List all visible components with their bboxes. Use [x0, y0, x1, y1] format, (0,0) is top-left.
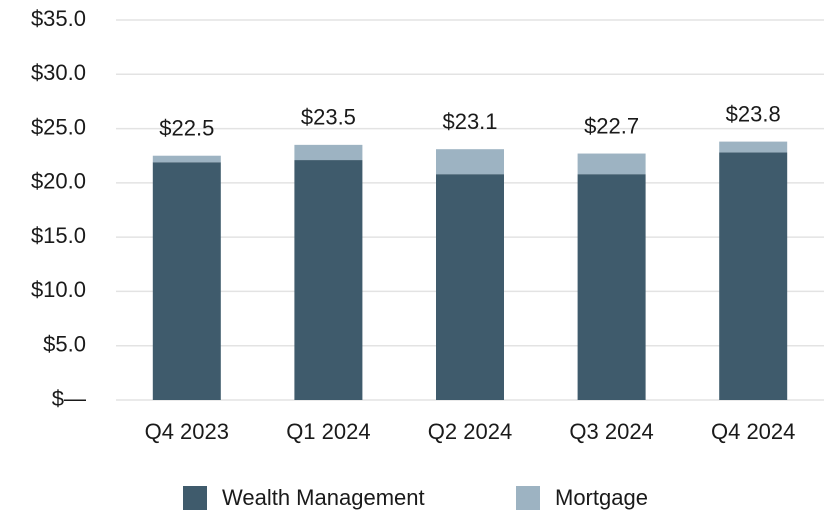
bar-segment — [719, 141, 788, 153]
legend-swatch — [183, 486, 207, 510]
legend-swatch — [516, 486, 540, 510]
bar-segment — [152, 162, 221, 400]
bar-segment — [294, 144, 363, 161]
y-tick-label: $5.0 — [43, 332, 86, 357]
x-tick-label: Q2 2024 — [428, 419, 512, 444]
y-tick-label: $20.0 — [31, 169, 86, 194]
total-label: $22.5 — [159, 116, 214, 141]
bar-segment — [436, 174, 504, 400]
x-tick-label: Q1 2024 — [286, 419, 370, 444]
y-tick-label: $35.0 — [31, 6, 86, 31]
x-tick-label: Q4 2024 — [711, 419, 795, 444]
x-tick-label: Q4 2023 — [145, 419, 229, 444]
total-label: $23.5 — [301, 105, 356, 130]
y-tick-label: $— — [52, 386, 86, 411]
total-label: $23.8 — [726, 101, 781, 126]
bar-segment — [719, 152, 788, 400]
legend-label: Mortgage — [555, 485, 648, 510]
y-tick-label: $15.0 — [31, 223, 86, 248]
y-tick-label: $10.0 — [31, 277, 86, 302]
bar-segment — [577, 174, 646, 400]
bar-segment — [577, 153, 646, 175]
legend-label: Wealth Management — [222, 485, 425, 510]
bar-segment — [436, 149, 504, 175]
bar-segment — [152, 155, 221, 163]
bar-segment — [294, 160, 363, 400]
y-tick-label: $25.0 — [31, 114, 86, 139]
total-label: $22.7 — [584, 113, 639, 138]
y-tick-label: $30.0 — [31, 60, 86, 85]
x-tick-label: Q3 2024 — [569, 419, 653, 444]
total-label: $23.1 — [442, 109, 497, 134]
